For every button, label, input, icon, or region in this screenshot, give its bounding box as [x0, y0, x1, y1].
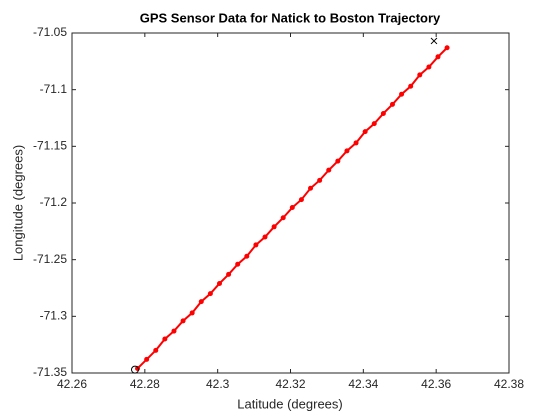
- data-point: [335, 158, 341, 164]
- x-tick-label: 42.38: [494, 377, 524, 391]
- data-point: [444, 45, 450, 51]
- end-marker: [430, 37, 438, 45]
- data-point: [362, 129, 368, 135]
- data-point: [226, 271, 232, 277]
- y-tick-label: -71.2: [40, 195, 68, 209]
- data-point: [317, 177, 323, 183]
- data-point: [308, 185, 314, 191]
- data-point: [380, 110, 386, 116]
- data-point: [435, 54, 441, 60]
- y-axis-label: Longitude (degrees): [10, 145, 25, 261]
- y-tick-label: -71.15: [33, 139, 67, 153]
- data-point: [408, 83, 414, 89]
- chart-title: GPS Sensor Data for Natick to Boston Tra…: [140, 10, 441, 25]
- data-point: [144, 356, 150, 362]
- data-point: [198, 299, 204, 305]
- data-point: [271, 224, 277, 230]
- data-point: [244, 253, 250, 259]
- y-tick-label: -71.05: [33, 25, 67, 39]
- x-tick-label: 42.36: [421, 377, 451, 391]
- x-tick-label: 42.26: [57, 377, 87, 391]
- y-tick-label: -71.1: [40, 82, 68, 96]
- x-tick-label: 42.32: [275, 377, 305, 391]
- data-point: [371, 121, 377, 127]
- data-point: [153, 347, 159, 353]
- x-tick-label: 42.28: [130, 377, 160, 391]
- data-point: [171, 328, 177, 334]
- data-point: [207, 291, 213, 297]
- data-point: [235, 261, 241, 267]
- data-point: [189, 310, 195, 316]
- data-point: [344, 148, 350, 154]
- data-point: [426, 64, 432, 70]
- data-point: [280, 215, 286, 221]
- data-point: [216, 280, 222, 286]
- data-point: [162, 336, 168, 342]
- data-point: [298, 197, 304, 203]
- y-tick-label: -71.35: [33, 365, 67, 379]
- x-axis-label: Latitude (degrees): [237, 396, 343, 411]
- data-point: [353, 140, 359, 146]
- y-tick-label: -71.25: [33, 252, 67, 266]
- start-marker: [131, 365, 140, 374]
- plot-box: [71, 32, 510, 374]
- y-tick-label: -71.3: [40, 309, 68, 323]
- data-point: [326, 167, 332, 173]
- data-point: [417, 72, 423, 78]
- data-point: [389, 101, 395, 107]
- x-tick-label: 42.3: [206, 377, 230, 391]
- data-point: [289, 205, 295, 211]
- x-tick-label: 42.34: [348, 377, 378, 391]
- data-point: [253, 242, 259, 248]
- data-point: [262, 234, 268, 240]
- data-point: [180, 318, 186, 324]
- data-point: [399, 91, 405, 97]
